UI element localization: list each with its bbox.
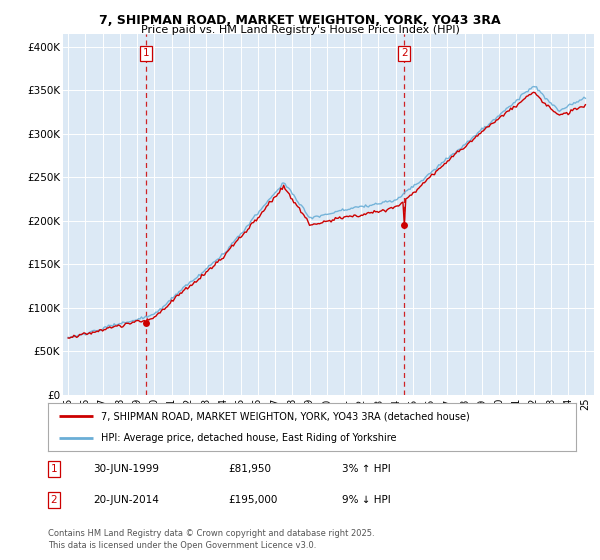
Text: 30-JUN-1999: 30-JUN-1999 — [93, 464, 159, 474]
Text: £195,000: £195,000 — [228, 495, 277, 505]
Text: £81,950: £81,950 — [228, 464, 271, 474]
Text: 1: 1 — [50, 464, 58, 474]
Text: 20-JUN-2014: 20-JUN-2014 — [93, 495, 159, 505]
Text: 2: 2 — [401, 48, 407, 58]
Text: 9% ↓ HPI: 9% ↓ HPI — [342, 495, 391, 505]
Text: HPI: Average price, detached house, East Riding of Yorkshire: HPI: Average price, detached house, East… — [101, 433, 397, 443]
Text: 7, SHIPMAN ROAD, MARKET WEIGHTON, YORK, YO43 3RA: 7, SHIPMAN ROAD, MARKET WEIGHTON, YORK, … — [99, 14, 501, 27]
Text: 3% ↑ HPI: 3% ↑ HPI — [342, 464, 391, 474]
Text: Contains HM Land Registry data © Crown copyright and database right 2025.
This d: Contains HM Land Registry data © Crown c… — [48, 529, 374, 550]
Text: Price paid vs. HM Land Registry's House Price Index (HPI): Price paid vs. HM Land Registry's House … — [140, 25, 460, 35]
Text: 2: 2 — [50, 495, 58, 505]
Text: 7, SHIPMAN ROAD, MARKET WEIGHTON, YORK, YO43 3RA (detached house): 7, SHIPMAN ROAD, MARKET WEIGHTON, YORK, … — [101, 411, 470, 421]
Text: 1: 1 — [142, 48, 149, 58]
